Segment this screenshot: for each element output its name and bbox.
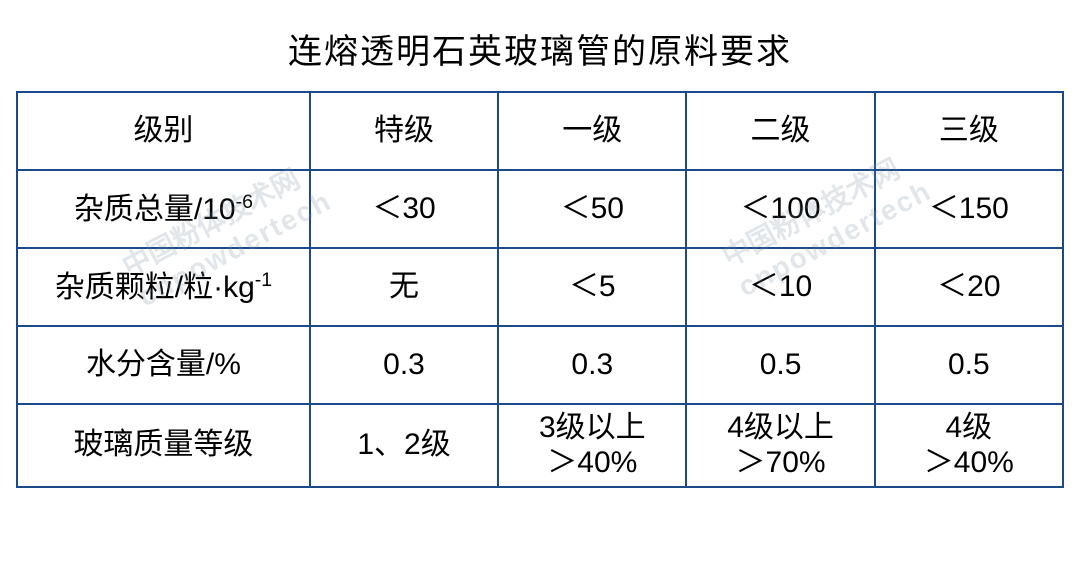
table-cell: 0.5: [686, 326, 874, 404]
table-row: 水分含量/%0.30.30.50.5: [17, 326, 1063, 404]
table-cell: 1、2级: [310, 404, 498, 487]
col-header: 三级: [875, 92, 1063, 170]
table-cell: 4级以上＞70%: [686, 404, 874, 487]
col-header: 级别: [17, 92, 310, 170]
table-cell: 3级以上＞40%: [498, 404, 686, 487]
table-row: 杂质颗粒/粒·kg-1无＜5＜10＜20: [17, 248, 1063, 326]
row-label: 玻璃质量等级: [17, 404, 310, 487]
table-cell: ＜20: [875, 248, 1063, 326]
table-cell: ＜30: [310, 170, 498, 248]
table-row: 杂质总量/10-6＜30＜50＜100＜150: [17, 170, 1063, 248]
table-cell: ＜50: [498, 170, 686, 248]
table-cell: 0.5: [875, 326, 1063, 404]
table-header-row: 级别 特级 一级 二级 三级: [17, 92, 1063, 170]
row-label: 水分含量/%: [17, 326, 310, 404]
page-title: 连熔透明石英玻璃管的原料要求: [0, 0, 1080, 91]
col-header: 一级: [498, 92, 686, 170]
table-container: 级别 特级 一级 二级 三级 杂质总量/10-6＜30＜50＜100＜150杂质…: [0, 91, 1080, 504]
col-header: 特级: [310, 92, 498, 170]
table-cell: 4级＞40%: [875, 404, 1063, 487]
table-cell: ＜10: [686, 248, 874, 326]
table-cell: ＜5: [498, 248, 686, 326]
spec-table: 级别 特级 一级 二级 三级 杂质总量/10-6＜30＜50＜100＜150杂质…: [16, 91, 1064, 488]
row-label: 杂质总量/10-6: [17, 170, 310, 248]
col-header: 二级: [686, 92, 874, 170]
table-cell: 无: [310, 248, 498, 326]
table-cell: 0.3: [498, 326, 686, 404]
table-cell: 0.3: [310, 326, 498, 404]
table-cell: ＜100: [686, 170, 874, 248]
row-label: 杂质颗粒/粒·kg-1: [17, 248, 310, 326]
table-body: 杂质总量/10-6＜30＜50＜100＜150杂质颗粒/粒·kg-1无＜5＜10…: [17, 170, 1063, 487]
table-cell: ＜150: [875, 170, 1063, 248]
table-row: 玻璃质量等级1、2级3级以上＞40%4级以上＞70%4级＞40%: [17, 404, 1063, 487]
